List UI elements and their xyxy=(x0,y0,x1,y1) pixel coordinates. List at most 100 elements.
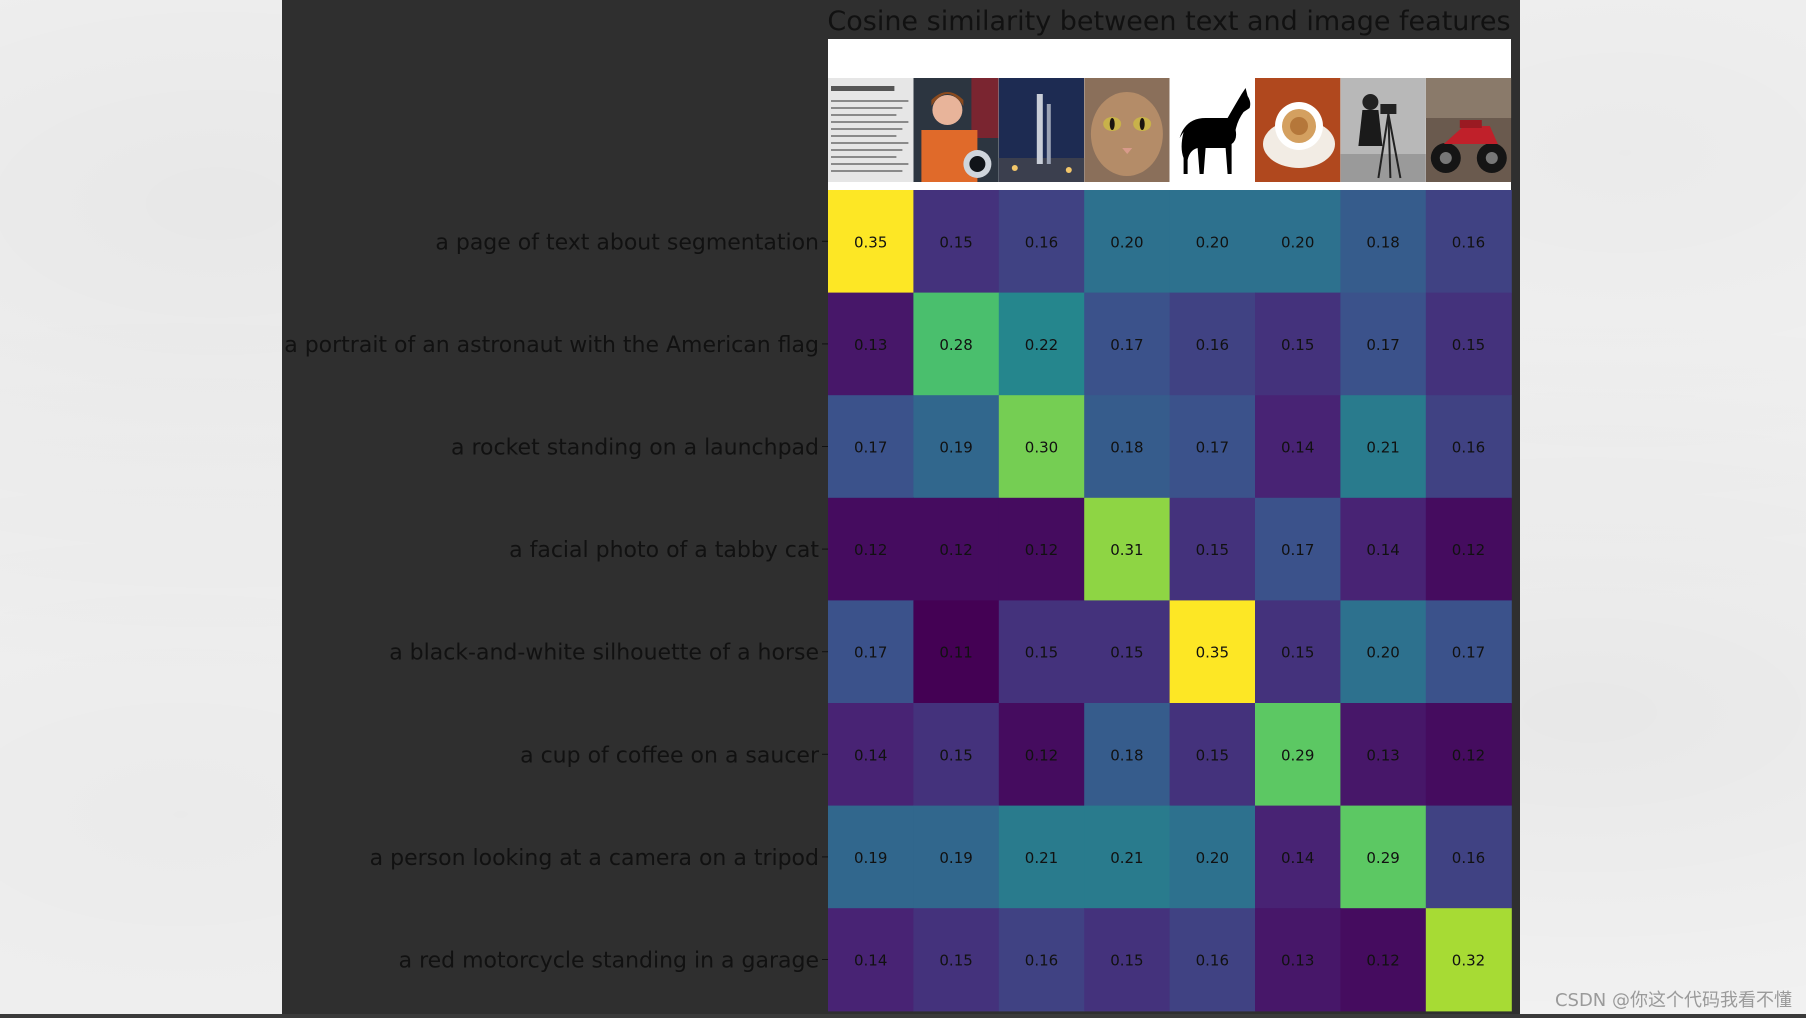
cell-value-label: 0.35 xyxy=(854,233,887,251)
rocket-photo-icon xyxy=(998,78,1085,182)
heatmap-cell xyxy=(1340,190,1427,294)
cell-value-label: 0.18 xyxy=(1366,233,1399,251)
heatmap-cell xyxy=(1084,600,1171,704)
heatmap-cell xyxy=(1425,190,1512,294)
cell-value-label: 0.21 xyxy=(1110,849,1143,867)
heatmap-cell xyxy=(1425,395,1512,499)
heatmap-cell xyxy=(1169,497,1256,601)
cell-value-label: 0.21 xyxy=(1025,849,1058,867)
cell-value-label: 0.20 xyxy=(1196,233,1229,251)
heatmap-cell xyxy=(1340,292,1427,396)
cell-value-label: 0.15 xyxy=(1452,336,1485,354)
row-label: a cup of coffee on a saucer xyxy=(520,743,820,768)
cell-value-label: 0.35 xyxy=(1196,644,1229,662)
heatmap-cell xyxy=(1340,497,1427,601)
heatmap-cell xyxy=(828,600,914,704)
cell-value-label: 0.17 xyxy=(1196,439,1229,457)
cell-value-label: 0.12 xyxy=(1025,541,1058,559)
cell-value-label: 0.15 xyxy=(1281,644,1314,662)
cell-value-label: 0.15 xyxy=(1196,541,1229,559)
heatmap-cell xyxy=(828,190,914,294)
cell-value-label: 0.18 xyxy=(1110,746,1143,764)
cell-value-label: 0.31 xyxy=(1110,541,1143,559)
heatmap-cell xyxy=(828,395,914,499)
heatmap-cell xyxy=(1425,703,1512,807)
horse-silhouette-icon xyxy=(1169,78,1255,182)
heatmap-cell xyxy=(828,703,914,807)
heatmap-cell xyxy=(1425,805,1512,909)
heatmap-cell xyxy=(913,703,1000,807)
coffee-cup-icon xyxy=(1255,78,1341,182)
cell-value-label: 0.15 xyxy=(1196,746,1229,764)
heatmap-cell xyxy=(1340,908,1427,1012)
cell-value-label: 0.14 xyxy=(854,952,887,970)
heatmap-cell xyxy=(1169,292,1256,396)
row-label: a portrait of an astronaut with the Amer… xyxy=(284,333,819,358)
heatmap-cell xyxy=(1255,600,1341,704)
cell-value-label: 0.20 xyxy=(1366,644,1399,662)
heatmap-cell xyxy=(998,600,1085,704)
document-page-icon xyxy=(828,78,914,182)
heatmap-cell xyxy=(1169,703,1256,807)
cell-value-label: 0.15 xyxy=(1110,644,1143,662)
heatmap-cell xyxy=(1084,497,1171,601)
astronaut-photo-icon xyxy=(913,78,999,182)
cell-value-label: 0.17 xyxy=(1110,336,1143,354)
heatmap-cell xyxy=(1255,908,1341,1012)
heatmap-cell xyxy=(1169,908,1256,1012)
cell-value-label: 0.20 xyxy=(1110,233,1143,251)
watermark-text: CSDN @你这个代码我看不懂 xyxy=(1554,990,1792,1011)
heatmap-cells: 0.35 0.15 0.16 0.20 0.20 0.20 0.18 0.16 0.13 0.28… xyxy=(828,190,1512,1012)
heatmap-cell xyxy=(1255,497,1341,601)
cell-value-label: 0.32 xyxy=(1452,952,1485,970)
heatmap-cell xyxy=(1255,292,1341,396)
cell-value-label: 0.21 xyxy=(1366,439,1399,457)
heatmap-cell xyxy=(1084,805,1171,909)
heatmap-cell xyxy=(913,395,1000,499)
heatmap-cell xyxy=(1255,395,1341,499)
heatmap-cell xyxy=(828,805,914,909)
heatmap-cell xyxy=(1340,805,1427,909)
cell-value-label: 0.16 xyxy=(1025,952,1058,970)
heatmap-cell xyxy=(1084,190,1171,294)
heatmap-cell xyxy=(998,703,1085,807)
heatmap-cell xyxy=(1169,190,1256,294)
heatmap-cell xyxy=(1425,600,1512,704)
cell-value-label: 0.16 xyxy=(1025,233,1058,251)
heatmap-cell xyxy=(998,395,1085,499)
cell-value-label: 0.15 xyxy=(1110,952,1143,970)
cell-value-label: 0.12 xyxy=(1452,541,1485,559)
cell-value-label: 0.22 xyxy=(1025,336,1058,354)
cell-value-label: 0.14 xyxy=(854,746,887,764)
cell-value-label: 0.15 xyxy=(1281,336,1314,354)
cell-value-label: 0.17 xyxy=(1452,644,1485,662)
row-label: a person looking at a camera on a tripod xyxy=(370,846,819,871)
cell-value-label: 0.15 xyxy=(1025,644,1058,662)
heatmap-cell xyxy=(828,497,914,601)
cell-value-label: 0.14 xyxy=(1281,439,1314,457)
heatmap-cell xyxy=(913,497,1000,601)
heatmap-cell xyxy=(1255,703,1341,807)
heatmap-cell xyxy=(1340,703,1427,807)
row-label: a facial photo of a tabby cat xyxy=(509,538,819,563)
cell-value-label: 0.19 xyxy=(939,439,972,457)
cell-value-label: 0.13 xyxy=(1281,952,1314,970)
cell-value-label: 0.13 xyxy=(1366,746,1399,764)
chart-title: Cosine similarity between text and image… xyxy=(827,6,1510,37)
heatmap-cell xyxy=(913,805,1000,909)
heatmap-cell xyxy=(1084,908,1171,1012)
heatmap-cell xyxy=(1084,703,1171,807)
cell-value-label: 0.20 xyxy=(1196,849,1229,867)
cell-value-label: 0.14 xyxy=(1366,541,1399,559)
heatmap-cell xyxy=(998,908,1085,1012)
cell-value-label: 0.14 xyxy=(1281,849,1314,867)
cell-value-label: 0.20 xyxy=(1281,233,1314,251)
heatmap-cell xyxy=(828,292,914,396)
heatmap-cell xyxy=(1340,600,1427,704)
cell-value-label: 0.19 xyxy=(939,849,972,867)
cell-value-label: 0.16 xyxy=(1196,336,1229,354)
heatmap-cell xyxy=(1255,190,1341,294)
heatmap-cell xyxy=(998,292,1085,396)
cell-value-label: 0.19 xyxy=(854,849,887,867)
cell-value-label: 0.12 xyxy=(939,541,972,559)
